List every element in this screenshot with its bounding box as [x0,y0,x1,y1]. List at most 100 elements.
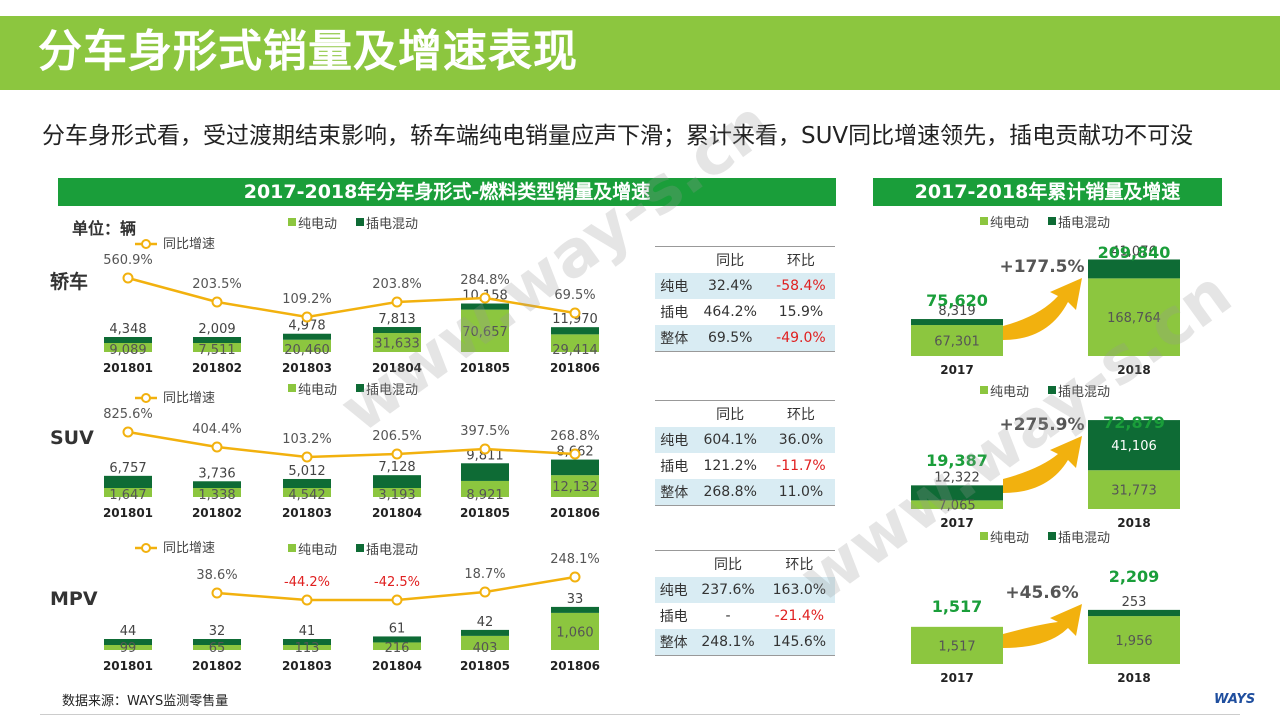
sedan-bev-bar [283,339,331,352]
suv-bev-bar [283,488,331,497]
suv-phev-value: 5,012 [288,464,325,479]
mpv-phev-value: 33 [567,592,584,607]
mpv-month-label: 201802 [192,659,242,673]
sedan-growth-point [301,311,313,323]
legend-growth-label: 同比增速 [163,391,215,406]
sedan-cum-bev-bar [911,325,1003,356]
mpv-phev-value: 42 [477,615,494,630]
legend-growth-marker [141,543,151,553]
table-header-cell: 环比 [766,246,835,273]
table-cell: -21.4% [774,608,825,624]
legend-phev-label: 插电混动 [1058,216,1110,231]
legend-bev-label: 纯电动 [298,217,337,232]
right-section-header: 2017-2018年累计销量及增速 [873,178,1222,206]
table-header-row: 同比 环比 [655,246,835,273]
suv-bev-value: 1,338 [198,488,235,503]
sedan-month-label: 201802 [192,361,242,375]
sedan-cum-growth-label: +177.5% [999,257,1084,277]
table-header-cell: 同比 [693,400,767,427]
table-cell: -49.0% [766,325,835,352]
legend-bev-swatch [288,544,296,552]
legend-phev-swatch [1048,217,1056,225]
table-header-cell: 环比 [763,550,835,577]
table-cell: 32.4% [693,273,767,299]
table-cell: 整体 [655,325,694,352]
suv-cum-phev-value: 41,106 [1111,439,1157,454]
left-section-header: 2017-2018年分车身形式-燃料类型销量及增速 [58,178,836,206]
suv-cum-growth-arrow [1003,436,1082,493]
table-cell: -11.7% [776,458,826,474]
suv-bev-value: 3,193 [378,488,415,503]
mpv-growth-point [569,571,581,583]
mpv-cum-growth-label: +45.6% [1005,583,1078,603]
table-row: 纯电 32.4% -58.4% [655,273,835,299]
legend-phev-swatch [1048,386,1056,394]
suv-month-label: 201804 [372,506,422,520]
suv-cum-bev-value: 31,773 [1111,484,1157,499]
mpv-category-label: MPV [50,588,98,610]
mpv-month-label: 201804 [372,659,422,673]
legend-bev-label: 纯电动 [990,385,1029,400]
mpv-bev-bar [283,645,331,650]
mpv-bev-bar [193,645,241,650]
sedan-growth-label: 203.5% [192,277,242,292]
sedan-phev-bar [283,333,331,340]
legend-growth-label: 同比增速 [163,541,215,556]
mpv-bev-bar [461,635,509,650]
legend-bev-label: 纯电动 [990,216,1029,231]
table-header-cell [655,246,694,273]
sedan-bev-value: 9,089 [109,343,146,358]
table-cell: 248.1% [692,629,764,656]
mpv-month-label: 201801 [103,659,153,673]
sedan-bev-value: 20,460 [284,343,330,358]
mpv-bev-value: 1,060 [556,625,593,640]
suv-month-label: 201805 [460,506,510,520]
sedan-phev-bar [461,303,509,310]
legend-bev-swatch [980,386,988,394]
mpv-growth-label: 38.6% [196,568,237,583]
table-cell: 163.0% [763,577,835,603]
sedan-phev-bar [373,327,421,334]
mpv-cum-year-label: 2017 [940,671,973,685]
mpv-growth-point [391,594,403,606]
mpv-month-label: 201803 [282,659,332,673]
mpv-cum-year-label: 2018 [1117,671,1150,685]
table-cell: 69.5% [693,325,767,352]
ways-logo: WAYS [1214,692,1256,707]
table-cell: 整体 [655,479,694,506]
table-row: 插电 - -21.4% [655,603,835,629]
mpv-phev-value: 44 [120,624,137,639]
sedan-cum-year-label: 2017 [940,363,973,377]
suv-growth-line [127,430,576,459]
footer-divider [40,714,1240,715]
mpv-growth-label: -42.5% [374,575,420,590]
table-row: 纯电 237.6% 163.0% [655,577,835,603]
mpv-cum-total-value: 1,517 [932,597,983,616]
suv-growth-point [479,443,491,455]
sedan-bev-value: 70,657 [462,325,508,340]
sedan-bev-bar [373,333,421,352]
mpv-growth-label: 18.7% [464,567,505,582]
suv-growth-point [391,448,403,460]
suv-cum-year-label: 2018 [1117,516,1150,530]
legend-phev-swatch [356,384,364,392]
sedan-bev-bar [551,334,599,352]
legend-phev-label: 插电混动 [366,383,418,398]
suv-month-label: 201801 [103,506,153,520]
suv-cum-bev-bar [911,500,1003,509]
sedan-cum-total-value: 75,620 [926,291,988,310]
legend-phev-label: 插电混动 [1058,531,1110,546]
mpv-phev-bar [193,639,241,645]
table-cell: 11.0% [766,479,835,506]
mpv-bev-value: 403 [473,641,498,656]
mpv-cum-bev-bar [911,626,1003,664]
sedan-phev-bar [551,327,599,335]
sedan-growth-line [127,276,576,319]
suv-growth-point [122,426,134,438]
legend-bev-label: 纯电动 [298,383,337,398]
suv-category-label: SUV [50,427,94,449]
sedan-cum-phev-bar [911,319,1003,326]
legend-phev-label: 插电混动 [366,217,418,232]
sedan-growth-label: 560.9% [103,253,153,268]
sedan-cum-phev-value: 8,319 [938,304,975,319]
